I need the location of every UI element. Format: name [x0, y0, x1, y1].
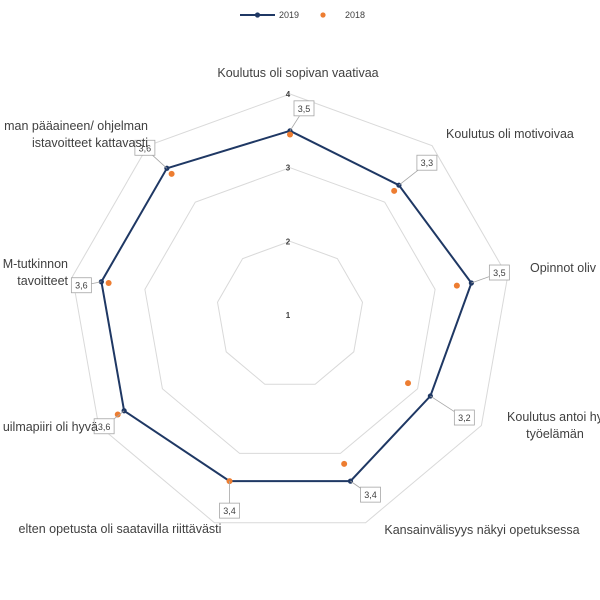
label-box-7	[70, 277, 92, 294]
category-label-line: tavoitteet	[17, 274, 68, 288]
category-label-line: työelämän	[526, 427, 584, 441]
label-box-8	[134, 139, 156, 156]
grid-ring-4	[71, 93, 509, 524]
data-label-2019-6: 3,6	[98, 422, 111, 432]
category-label-line: Koulutus oli sopivan vaativaa	[217, 66, 378, 80]
tick-label-4: 4	[286, 90, 291, 99]
label-box-0	[293, 100, 315, 117]
point-2018-0	[287, 131, 293, 138]
tick-label-3: 3	[286, 164, 291, 173]
legend-label-2019: 2019	[279, 10, 299, 20]
label-box-1	[416, 154, 438, 171]
legend: 2019 2018	[240, 10, 365, 20]
category-label-6: uilmapiiri oli hyvä	[3, 420, 98, 434]
label-box-4	[360, 486, 381, 503]
data-label-2019-5: 3,4	[223, 506, 236, 516]
grid-ring-2	[216, 240, 364, 385]
label-box-5	[219, 502, 240, 519]
category-label-7: M-tutkinnon tavoitteet	[3, 257, 69, 288]
series-layer	[98, 128, 474, 485]
radial-ticks: 1 2 3 4	[286, 90, 291, 320]
category-label-line: M-tutkinnon	[3, 257, 68, 271]
category-label-line: istavoitteet kattavasti	[32, 136, 148, 150]
category-label-3: Koulutus antoi hy työelämän	[507, 410, 600, 441]
category-label-5: elten opetusta oli saatavilla riittäväst…	[19, 522, 222, 536]
label-box-2	[488, 264, 510, 281]
category-label-line: Opinnot oliv	[530, 261, 597, 275]
data-label-2019-2: 3,5	[493, 268, 506, 278]
data-label-2019-1: 3,3	[421, 158, 434, 168]
data-label-2019-3: 3,2	[458, 413, 471, 423]
grid-ring-3	[144, 167, 436, 454]
category-label-line: man pääaineen/ ohjelman	[4, 119, 148, 133]
category-label-line: Kansainvälisyys näkyi opetuksessa	[384, 523, 579, 537]
data-label-2019-4: 3,4	[364, 490, 377, 500]
data-label-2019-7: 3,6	[75, 281, 88, 291]
label-box-6	[93, 418, 115, 435]
category-label-4: Kansainvälisyys näkyi opetuksessa	[384, 523, 579, 537]
point-2018-1	[391, 187, 398, 194]
category-label-line: elten opetusta oli saatavilla riittäväst…	[19, 522, 222, 536]
legend-dot-2019	[254, 12, 261, 18]
legend-marker-2018	[320, 12, 326, 18]
point-2018-8	[168, 170, 175, 177]
category-label-0: Koulutus oli sopivan vaativaa	[217, 66, 378, 80]
point-2018-2	[453, 282, 460, 289]
category-label-line: Koulutus antoi hy	[507, 410, 600, 424]
category-labels: Koulutus oli sopivan vaativaa Koulutus ol…	[3, 66, 600, 537]
tick-label-1: 1	[286, 311, 291, 320]
category-label-1: Koulutus oli motivoivaa	[446, 127, 574, 141]
legend-label-2018: 2018	[345, 10, 365, 20]
category-label-line: Koulutus oli motivoivaa	[446, 127, 574, 141]
label-box-3	[453, 409, 475, 426]
tick-label-2: 2	[286, 237, 291, 246]
category-label-2: Opinnot oliv	[530, 261, 597, 275]
series-line-2019	[100, 129, 473, 483]
category-label-line: uilmapiiri oli hyvä	[3, 420, 98, 434]
data-labels: 3,5 3,3 3,5 3,2 3,4 3,4 3,6 3,6 3,6	[70, 100, 510, 519]
category-label-8: man pääaineen/ ohjelman istavoitteet katt…	[4, 119, 148, 150]
point-2018-3	[405, 380, 412, 387]
data-label-2019-8: 3,6	[139, 143, 152, 153]
point-2018-7	[105, 280, 112, 287]
radar-grid	[71, 93, 509, 524]
data-label-2019-0: 3,5	[298, 104, 311, 114]
point-2018-4	[341, 460, 348, 467]
point-2018-6	[114, 411, 121, 418]
